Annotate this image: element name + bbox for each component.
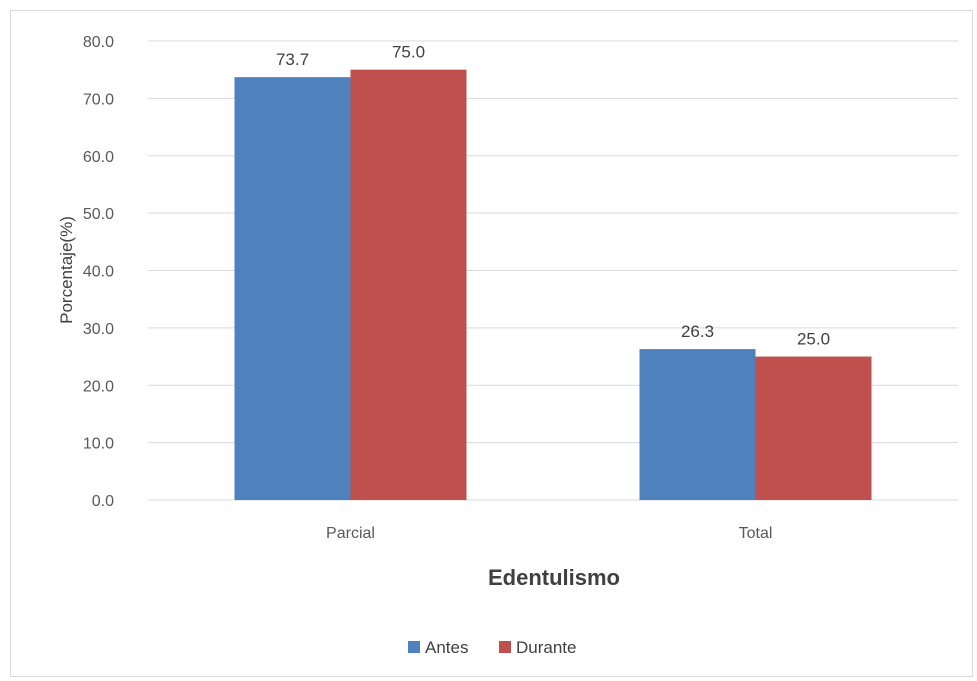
y-tick-label: 50.0 bbox=[83, 206, 114, 223]
bar-durante-total bbox=[755, 356, 872, 500]
bar-antes-parcial bbox=[234, 77, 351, 501]
legend-label-antes: Antes bbox=[425, 638, 468, 657]
x-tick-label: Parcial bbox=[326, 525, 375, 542]
legend-swatch-durante bbox=[499, 641, 511, 653]
y-tick-label: 70.0 bbox=[83, 91, 114, 108]
x-axis-title: Edentulismo bbox=[488, 565, 620, 590]
data-label: 26.3 bbox=[681, 322, 714, 341]
data-label: 25.0 bbox=[797, 330, 830, 349]
y-tick-label: 20.0 bbox=[83, 378, 114, 395]
legend: Antes Durante bbox=[408, 638, 576, 657]
legend-swatch-antes bbox=[408, 641, 420, 653]
y-tick-label: 80.0 bbox=[83, 34, 114, 51]
bar-durante-parcial bbox=[350, 69, 467, 500]
y-tick-label: 30.0 bbox=[83, 321, 114, 338]
chart-frame bbox=[10, 10, 973, 677]
y-tick-label: 60.0 bbox=[83, 149, 114, 166]
x-tick-label: Total bbox=[739, 525, 773, 542]
data-label: 75.0 bbox=[392, 43, 425, 62]
legend-label-durante: Durante bbox=[516, 638, 576, 657]
y-tick-label: 0.0 bbox=[92, 493, 114, 510]
data-labels: 73.7 75.0 26.3 25.0 bbox=[276, 43, 830, 349]
data-label: 73.7 bbox=[276, 50, 309, 69]
y-tick-label: 40.0 bbox=[83, 264, 114, 281]
x-axis-ticks: Parcial Total bbox=[326, 525, 772, 542]
y-axis-ticks: 0.0 10.0 20.0 30.0 40.0 50.0 60.0 70.0 80.0 bbox=[83, 34, 114, 510]
y-axis-title: Porcentaje(%) bbox=[57, 216, 76, 324]
bars bbox=[234, 69, 872, 501]
bar-antes-total bbox=[639, 349, 756, 500]
y-tick-label: 10.0 bbox=[83, 436, 114, 453]
